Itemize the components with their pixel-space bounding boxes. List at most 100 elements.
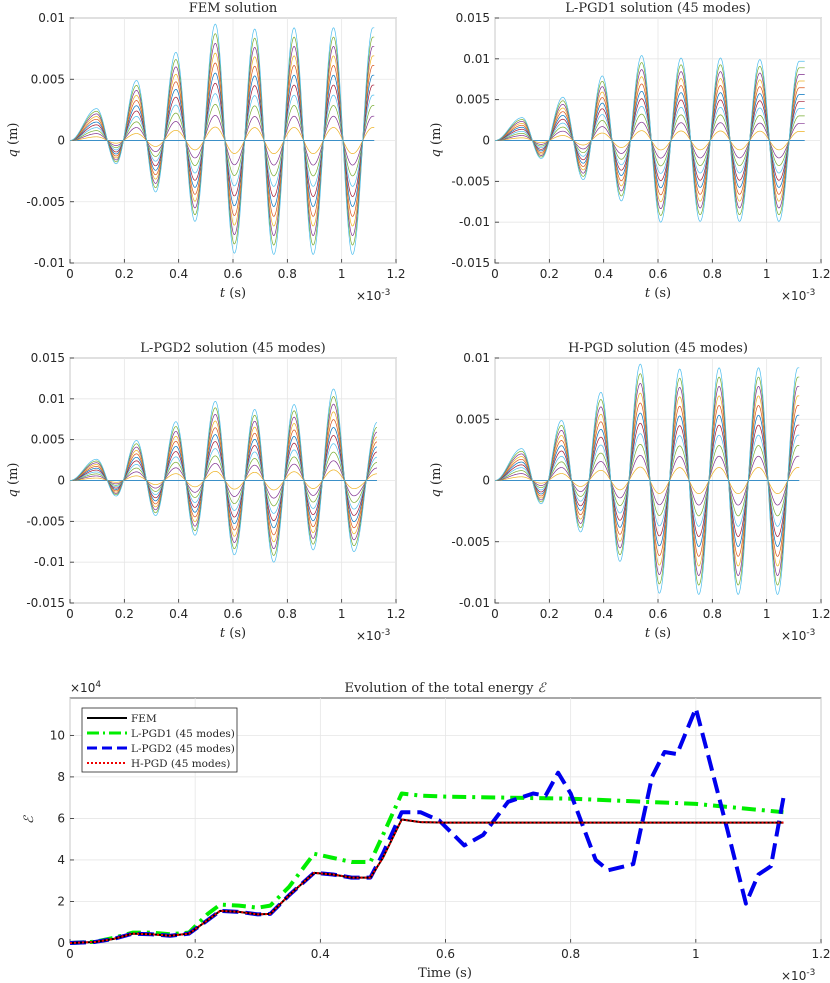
y-tick-label: 0.01 xyxy=(38,11,65,25)
series-line xyxy=(494,55,805,223)
series-line xyxy=(495,121,805,159)
y-tick-label: -0.01 xyxy=(459,596,490,610)
series-lines xyxy=(69,706,786,945)
x-axis-label: t (s) xyxy=(220,286,246,301)
y-axis-label: q (m) xyxy=(429,463,444,498)
y-axis-label: q (m) xyxy=(6,463,21,498)
y-tick-label: -0.005 xyxy=(26,514,65,528)
series-lines xyxy=(69,23,375,255)
legend-label-hpgd: H-PGD (45 modes) xyxy=(131,758,230,770)
y-axis-label: q (m) xyxy=(6,123,21,158)
x-multiplier: ×10-3 xyxy=(781,968,815,983)
chart-title: H-PGD solution (45 modes) xyxy=(568,341,748,356)
x-tick-labels: 0 0.2 0.4 0.6 0.8 1 1.2 xyxy=(66,947,830,961)
x-multiplier: ×10-3 xyxy=(781,288,815,303)
panel-lpgd1: 0 0.2 0.4 0.6 0.8 1 1.2 -0.015 -0.01 -0.005 0 0.00… xyxy=(429,1,830,303)
x-tick-label: 0.2 xyxy=(540,267,559,281)
series-line xyxy=(70,469,377,491)
x-axis-label: t (s) xyxy=(220,626,246,641)
x-tick-label: 0.6 xyxy=(648,267,667,281)
y-tick-label: 6 xyxy=(57,811,65,825)
y-tick-label: 0 xyxy=(57,474,65,488)
x-tick-label: 0.2 xyxy=(115,607,134,621)
y-axis-label: ℰ xyxy=(22,815,37,824)
panel-fem: 0 0.2 0.4 0.6 0.8 1 1.2 -0.01-0.00500.0050.01 … xyxy=(6,1,406,303)
x-tick-label: 1.2 xyxy=(811,607,830,621)
legend-label-lpgd2: L-PGD2 (45 modes) xyxy=(131,743,235,755)
series-line xyxy=(69,23,375,255)
y-tick-label: -0.01 xyxy=(34,555,65,569)
x-multiplier: ×10-3 xyxy=(356,628,390,643)
x-tick-label: 1 xyxy=(763,267,771,281)
x-tick-label: 1.2 xyxy=(386,607,405,621)
y-tick-label: 2 xyxy=(57,894,65,908)
x-axis-label: t (s) xyxy=(645,626,671,641)
x-tick-label: 1 xyxy=(338,607,346,621)
y-tick-labels: 0 2 4 6 8 10 xyxy=(50,728,65,950)
x-tick-label: 1.2 xyxy=(386,267,405,281)
y-axis-label: q (m) xyxy=(429,123,444,158)
y-tick-labels: -0.01 -0.005 0 0.005 0.01 xyxy=(26,11,65,270)
x-multiplier: ×10-3 xyxy=(356,288,390,303)
y-tick-label: 10 xyxy=(50,728,65,742)
x-tick-labels: 0 0.2 0.4 0.6 0.8 1 1.2 xyxy=(66,267,405,281)
series-line xyxy=(70,460,377,499)
x-tick-label: 0.6 xyxy=(436,947,455,961)
panel-lpgd2: 0 0.2 0.4 0.6 0.8 1 1.2 -0.015 -0.01 -0.005 0 0.00… xyxy=(6,341,406,643)
y-tick-label: -0.005 xyxy=(451,174,490,188)
chart-title: L-PGD2 solution (45 modes) xyxy=(140,341,325,356)
y-tick-label: 0.005 xyxy=(456,412,490,426)
x-tick-label: 0.4 xyxy=(169,267,188,281)
y-tick-labels: -0.015 -0.01 -0.005 0 0.005 0.01 0.015 xyxy=(26,351,65,610)
y-tick-label: 4 xyxy=(57,853,65,867)
y-tick-labels: -0.01 -0.005 0 0.005 0.01 xyxy=(451,351,490,610)
x-tick-label: 0 xyxy=(66,947,74,961)
x-tick-label: 0 xyxy=(66,607,74,621)
series-line xyxy=(494,363,800,595)
x-tick-label: 0.6 xyxy=(648,607,667,621)
y-tick-label: 0.005 xyxy=(31,433,65,447)
series-line xyxy=(69,388,378,563)
x-tick-labels: 0 0.2 0.4 0.6 0.8 1 1.2 xyxy=(491,607,830,621)
y-tick-label: 0.005 xyxy=(456,93,490,107)
chart-title: L-PGD1 solution (45 modes) xyxy=(565,1,750,16)
x-tick-label: 0 xyxy=(66,267,74,281)
x-tick-label: 0.6 xyxy=(223,607,242,621)
y-tick-label: 0.01 xyxy=(463,351,490,365)
x-tick-label: 1 xyxy=(763,607,771,621)
x-tick-label: 0.2 xyxy=(540,607,559,621)
y-multiplier: ×104 xyxy=(70,680,101,695)
x-tick-label: 1 xyxy=(692,947,700,961)
y-tick-label: 0.015 xyxy=(456,11,490,25)
y-tick-label: 0 xyxy=(482,134,490,148)
chart-title: FEM solution xyxy=(189,1,278,16)
y-tick-label: 0.005 xyxy=(31,72,65,86)
series-lines xyxy=(494,55,805,223)
x-tick-label: 1 xyxy=(338,267,346,281)
series-lines xyxy=(494,363,800,595)
chart-title: Evolution of the total energy ℰ xyxy=(344,681,546,696)
series-line-l-pgd2 xyxy=(69,706,786,945)
y-tick-label: 0 xyxy=(57,936,65,950)
series-line xyxy=(70,451,378,507)
y-tick-label: 0.01 xyxy=(38,392,65,406)
y-tick-labels: -0.015 -0.01 -0.005 0 0.005 0.01 0.015 xyxy=(451,11,490,270)
x-axis-label: t (s) xyxy=(645,286,671,301)
legend: FEM L-PGD1 (45 modes) L-PGD2 (45 modes) … xyxy=(81,707,238,773)
x-tick-label: 1.2 xyxy=(811,267,830,281)
x-tick-label: 0 xyxy=(491,607,499,621)
x-tick-label: 0.8 xyxy=(561,947,580,961)
y-tick-label: -0.005 xyxy=(451,535,490,549)
x-tick-label: 0.8 xyxy=(278,607,297,621)
x-tick-labels: 0 0.2 0.4 0.6 0.8 1 1.2 xyxy=(491,267,830,281)
series-line-h-pgd xyxy=(69,818,784,944)
y-tick-label: 0 xyxy=(482,474,490,488)
y-tick-label: 0 xyxy=(57,134,65,148)
y-tick-label: 8 xyxy=(57,770,65,784)
panel-hpgd: 0 0.2 0.4 0.6 0.8 1 1.2 -0.01-0.00500.0050.01 … xyxy=(429,341,830,643)
x-tick-label: 0.4 xyxy=(594,607,613,621)
x-tick-label: 0.8 xyxy=(703,607,722,621)
legend-label-fem: FEM xyxy=(131,713,157,725)
x-tick-label: 0.6 xyxy=(223,267,242,281)
